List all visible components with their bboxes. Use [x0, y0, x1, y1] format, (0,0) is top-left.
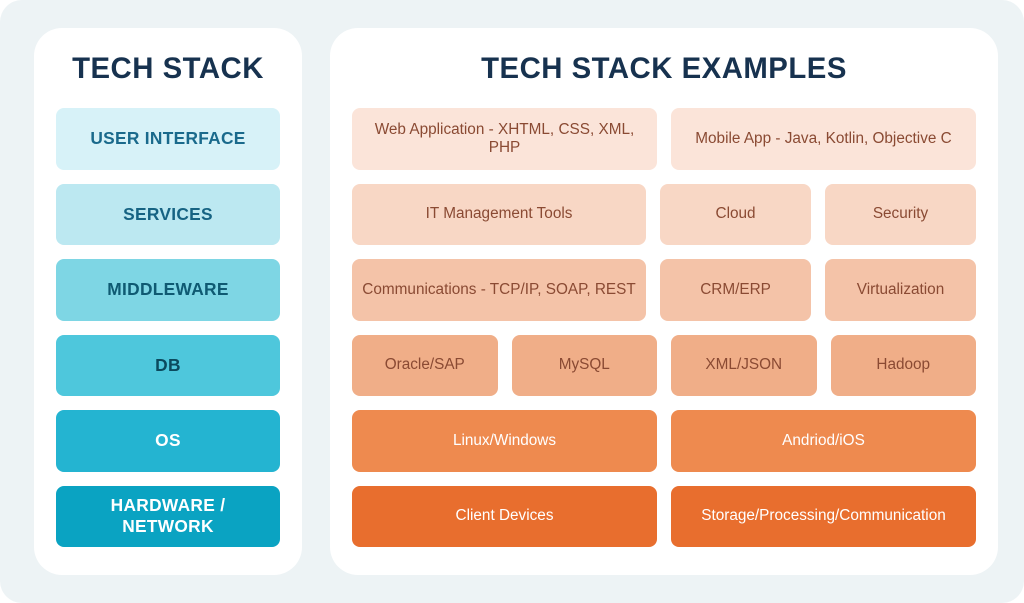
example-cell: Oracle/SAP [352, 335, 498, 397]
stack-layer: SERVICES [56, 184, 280, 246]
stack-layer: MIDDLEWARE [56, 259, 280, 321]
examples-row: Web Application - XHTML, CSS, XML, PHPMo… [352, 108, 976, 170]
tech-stack-panel: TECH STACK USER INTERFACE SERVICES MIDDLEW… [34, 28, 302, 575]
example-cell: IT Management Tools [352, 184, 646, 246]
example-cell: CRM/ERP [660, 259, 811, 321]
stack-layer: USER INTERFACE [56, 108, 280, 170]
stack-row: SERVICES [56, 184, 280, 246]
example-cell: XML/JSON [671, 335, 817, 397]
example-cell: Hadoop [831, 335, 977, 397]
example-cell: Storage/Processing/Communication [671, 486, 976, 548]
example-cell: Virtualization [825, 259, 976, 321]
example-cell: Mobile App - Java, Kotlin, Objective C [671, 108, 976, 170]
example-cell: Cloud [660, 184, 811, 246]
stack-row: HARDWARE / NETWORK [56, 486, 280, 548]
examples-row: Communications - TCP/IP, SOAP, RESTCRM/E… [352, 259, 976, 321]
stack-row: MIDDLEWARE [56, 259, 280, 321]
stack-layer: DB [56, 335, 280, 397]
tech-stack-layers: USER INTERFACE SERVICES MIDDLEWARE DB OS HARD… [56, 108, 280, 547]
stack-layer: OS [56, 410, 280, 472]
example-cell: MySQL [512, 335, 658, 397]
examples-panel: TECH STACK EXAMPLES Web Application - XH… [330, 28, 998, 575]
example-cell: Linux/Windows [352, 410, 657, 472]
examples-row: Oracle/SAPMySQLXML/JSONHadoop [352, 335, 976, 397]
examples-row: IT Management ToolsCloudSecurity [352, 184, 976, 246]
examples-title: TECH STACK EXAMPLES [352, 52, 976, 86]
stack-row: DB [56, 335, 280, 397]
stack-row: USER INTERFACE [56, 108, 280, 170]
example-cell: Andriod/iOS [671, 410, 976, 472]
examples-row: Client DevicesStorage/Processing/Communi… [352, 486, 976, 548]
example-cell: Security [825, 184, 976, 246]
example-cell: Communications - TCP/IP, SOAP, REST [352, 259, 646, 321]
example-cell: Web Application - XHTML, CSS, XML, PHP [352, 108, 657, 170]
examples-rows: Web Application - XHTML, CSS, XML, PHPMo… [352, 108, 976, 547]
stack-row: OS [56, 410, 280, 472]
stack-layer: HARDWARE / NETWORK [56, 486, 280, 548]
diagram-canvas: TECH STACK USER INTERFACE SERVICES MIDDLEW… [0, 0, 1024, 603]
examples-row: Linux/WindowsAndriod/iOS [352, 410, 976, 472]
tech-stack-title: TECH STACK [56, 52, 280, 86]
example-cell: Client Devices [352, 486, 657, 548]
